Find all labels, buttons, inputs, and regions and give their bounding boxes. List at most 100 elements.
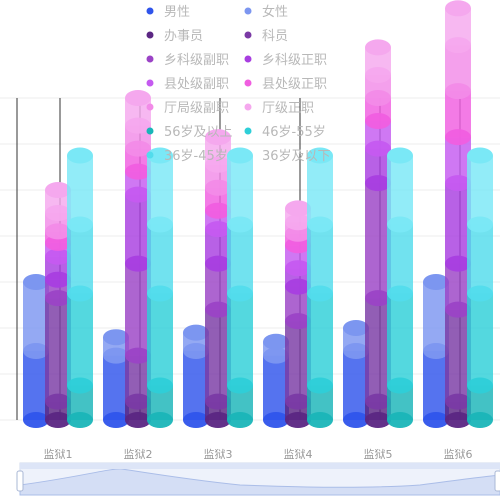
bar-科员-监狱6[interactable] [445, 309, 471, 402]
datazoom-selection-bar[interactable] [20, 463, 500, 469]
x-tick-label: 监狱2 [124, 448, 153, 461]
bar-科员-监狱5[interactable] [365, 298, 391, 402]
bar-base-cap-46岁-55岁 [227, 377, 253, 394]
bar-46岁-55岁-监狱6[interactable] [467, 293, 493, 386]
bar-36岁-45岁-监狱3[interactable] [227, 224, 253, 294]
legend-marker-办事员[interactable] [146, 31, 154, 39]
bar-base-cap-男性 [183, 412, 209, 428]
bar-46岁-55岁-监狱4[interactable] [307, 293, 333, 386]
bar-46岁-55岁-监狱1[interactable] [67, 293, 93, 386]
legend-marker-科员[interactable] [244, 31, 252, 39]
bar-36岁-45岁-监狱2[interactable] [147, 224, 173, 294]
bar-base-cap-56岁及以上 [307, 412, 333, 428]
legend-marker-乡科级副职[interactable] [146, 55, 154, 63]
bar-男性-监狱1[interactable] [23, 351, 49, 420]
bar-base-cap-46岁-55岁 [467, 377, 493, 394]
bar-base-cap-乡科级正职 [45, 271, 71, 288]
bar-36岁及以下-监狱4[interactable] [307, 155, 333, 225]
legend-marker-56岁及以上[interactable] [146, 127, 154, 135]
legend-marker-男性[interactable] [146, 7, 154, 15]
bar-46岁-55岁-监狱5[interactable] [387, 293, 413, 386]
bar-base-cap-36岁-45岁 [307, 285, 333, 302]
bar-base-cap-县处级副职 [125, 186, 151, 203]
legend-label-乡科级正职[interactable]: 乡科级正职 [262, 53, 327, 68]
bar-36岁及以下-监狱2[interactable] [147, 155, 173, 225]
bar-top-cap [205, 129, 231, 146]
bar-base-cap-县处级正职 [365, 113, 391, 129]
bar-base-cap-乡科级副职 [125, 347, 151, 364]
bar-base-cap-36岁-45岁 [387, 285, 413, 302]
datazoom-handle-right[interactable] [494, 470, 500, 492]
bar-base-cap-女性 [343, 343, 369, 359]
bar-36岁及以下-监狱6[interactable] [467, 155, 493, 225]
legend-label-县处级正职[interactable]: 县处级正职 [262, 77, 327, 92]
legend-label-女性[interactable]: 女性 [262, 4, 288, 20]
bar-男性-监狱5[interactable] [343, 351, 369, 420]
bar-base-cap-乡科级副职 [205, 301, 231, 318]
legend-marker-厅级正职[interactable] [244, 103, 252, 111]
bar-top-cap [467, 147, 493, 164]
bar-36岁-45岁-监狱5[interactable] [387, 224, 413, 294]
bar-base-cap-办事员 [445, 412, 471, 428]
legend-label-县处级副职[interactable]: 县处级副职 [164, 77, 229, 92]
bar-男性-监狱4[interactable] [263, 355, 289, 420]
legend-marker-县处级正职[interactable] [244, 79, 252, 87]
x-tick-label: 监狱1 [44, 448, 73, 461]
legend-label-36岁-45岁[interactable]: 36岁-45岁 [164, 149, 228, 164]
bar-男性-监狱6[interactable] [423, 351, 449, 420]
bar-top-cap [423, 274, 449, 290]
bar-base-cap-46岁-55岁 [67, 377, 93, 394]
bar-46岁-55岁-监狱2[interactable] [147, 293, 173, 386]
bar-男性-监狱3[interactable] [183, 351, 209, 420]
bar-乡科级正职-监狱6[interactable] [445, 183, 471, 264]
legend-label-46岁-55岁[interactable]: 46岁-55岁 [262, 125, 326, 140]
datazoom-handle-left[interactable] [16, 470, 24, 492]
legend-marker-36岁-45岁[interactable] [146, 151, 154, 159]
bar-科员-监狱4[interactable] [285, 321, 311, 402]
legend-label-乡科级副职[interactable]: 乡科级副职 [164, 53, 229, 68]
legend-marker-46岁-55岁[interactable] [244, 127, 252, 135]
bar-base-cap-女性 [423, 343, 449, 359]
bar-base-cap-男性 [23, 412, 49, 428]
bar-36岁及以下-监狱3[interactable] [227, 155, 253, 225]
bar-base-cap-女性 [23, 343, 49, 359]
legend-label-厅级正职[interactable]: 厅级正职 [262, 101, 314, 116]
bar-base-cap-县处级正职 [445, 129, 471, 146]
bar-乡科级副职-监狱2[interactable] [125, 263, 151, 356]
bar-36岁-45岁-监狱6[interactable] [467, 224, 493, 294]
legend-label-36岁及以下[interactable]: 36岁及以下 [262, 149, 331, 164]
bar-top-cap [103, 329, 129, 346]
legend-label-厅局级副职[interactable]: 厅局级副职 [164, 101, 229, 116]
legend-label-56岁及以上[interactable]: 56岁及以上 [164, 125, 233, 140]
bar-乡科级正职-监狱2[interactable] [125, 194, 151, 264]
bar-base-cap-乡科级副职 [45, 290, 71, 307]
bar-top-cap [307, 147, 333, 164]
legend-marker-女性[interactable] [244, 7, 252, 15]
bar-36岁及以下-监狱5[interactable] [387, 155, 413, 225]
legend-marker-乡科级正职[interactable] [244, 55, 252, 63]
bar-女性-监狱1[interactable] [23, 282, 49, 351]
legend-label-办事员[interactable]: 办事员 [164, 29, 203, 44]
bar-乡科级副职-监狱5[interactable] [365, 183, 391, 299]
legend-label-男性[interactable]: 男性 [164, 5, 190, 20]
bar-base-cap-46岁-55岁 [307, 377, 333, 394]
bar-base-cap-厅级正职 [205, 156, 231, 173]
legend-marker-厅局级副职[interactable] [146, 103, 154, 111]
bar-女性-监狱6[interactable] [423, 282, 449, 351]
bar-top-cap [365, 39, 391, 56]
bar-36岁-45岁-监狱4[interactable] [307, 224, 333, 294]
legend-marker-县处级副职[interactable] [146, 79, 154, 87]
bar-base-cap-办事员 [285, 412, 311, 428]
x-tick-label: 监狱3 [204, 448, 233, 461]
bar-top-cap [263, 333, 289, 350]
bar-科员-监狱1[interactable] [45, 298, 71, 402]
bar-36岁-45岁-监狱1[interactable] [67, 224, 93, 294]
legend-marker-36岁及以下[interactable] [244, 151, 252, 159]
legend-label-科员[interactable]: 科员 [262, 29, 288, 44]
bar-36岁及以下-监狱1[interactable] [67, 155, 93, 225]
bar-base-cap-36岁-45岁 [467, 285, 493, 302]
bar-科员-监狱3[interactable] [205, 309, 231, 402]
bar-男性-监狱2[interactable] [103, 355, 129, 420]
bar-46岁-55岁-监狱3[interactable] [227, 293, 253, 386]
